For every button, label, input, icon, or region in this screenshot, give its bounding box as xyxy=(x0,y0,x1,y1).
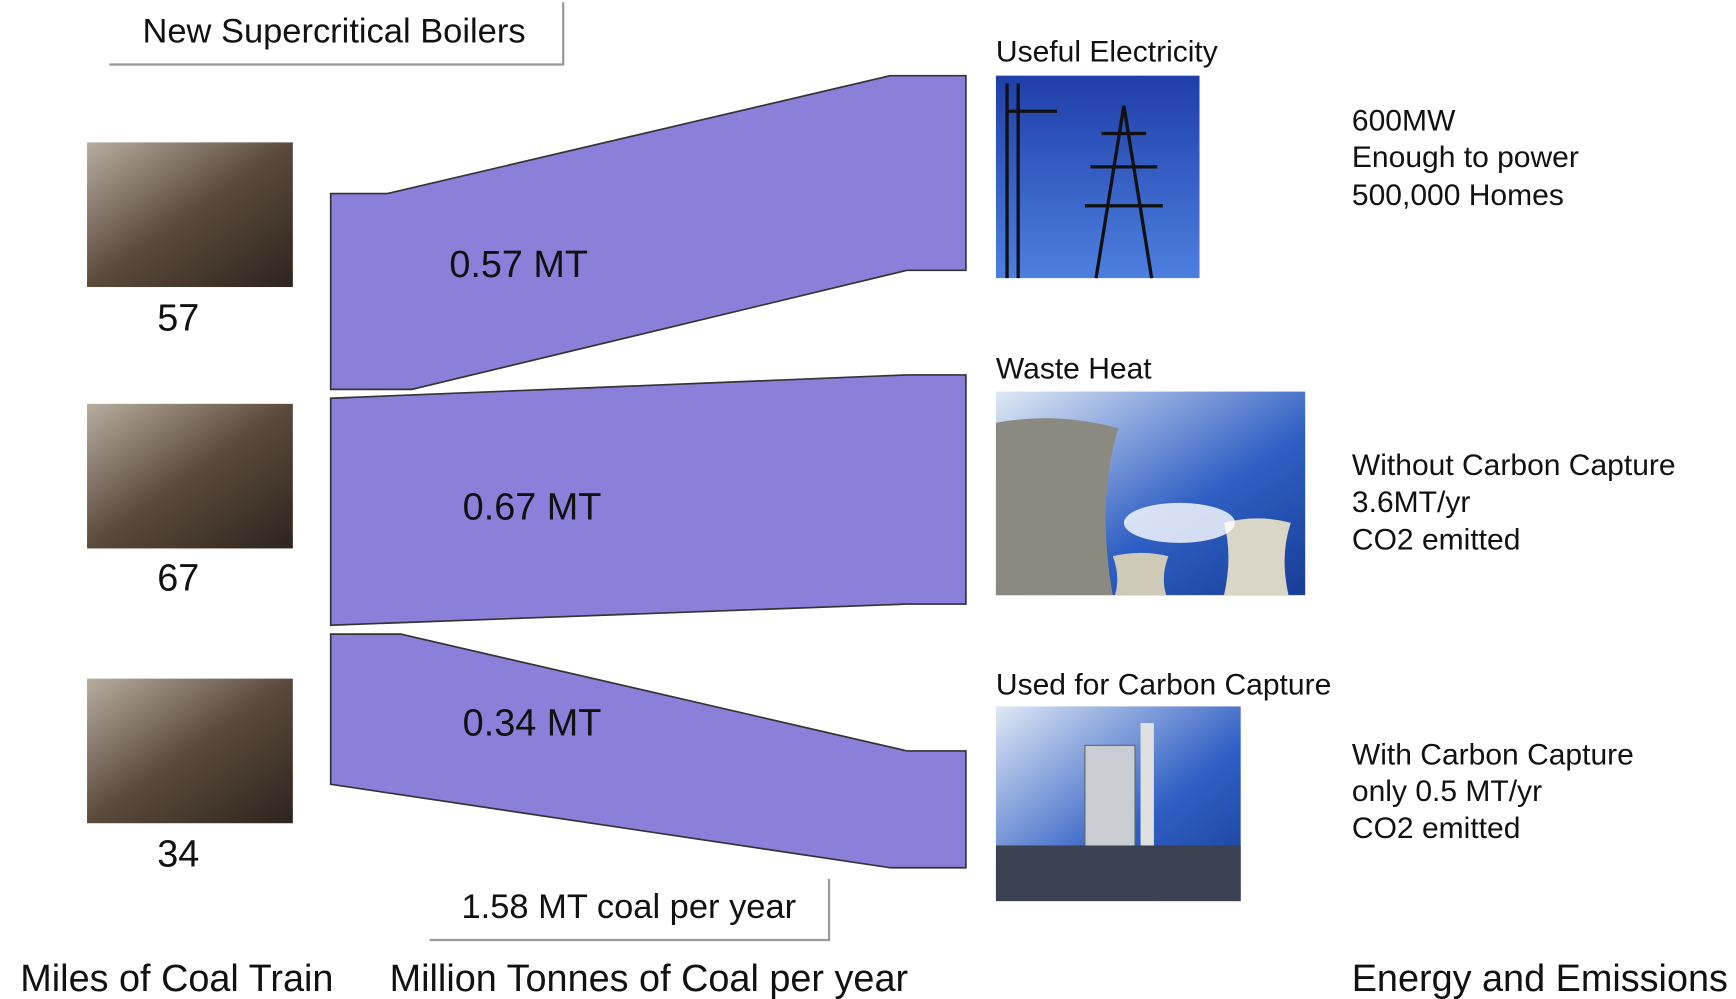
column-label: Miles of Coal Train xyxy=(20,958,333,999)
train-label: 34 xyxy=(157,834,199,876)
title-box xyxy=(109,2,565,66)
electricity-image xyxy=(995,75,1200,279)
flow xyxy=(329,374,967,627)
train-label: 57 xyxy=(157,297,199,339)
train-images xyxy=(87,142,293,824)
train-image xyxy=(87,142,293,288)
train-image xyxy=(87,403,293,549)
title: New Supercritical Boilers xyxy=(142,12,525,50)
carbon-capture-image xyxy=(995,706,1241,902)
total-box xyxy=(429,878,831,942)
output-heading: Used for Carbon Capture xyxy=(996,668,1331,701)
note: With Carbon Capture xyxy=(1352,738,1634,771)
note: Without Carbon Capture xyxy=(1352,449,1676,482)
waste-heat-image xyxy=(995,391,1306,596)
flow xyxy=(329,633,967,869)
note: CO2 emitted xyxy=(1352,812,1521,845)
flow xyxy=(329,74,967,391)
flow-label: 0.67 MT xyxy=(463,486,602,528)
train-label: 67 xyxy=(157,558,199,600)
output-heading: Waste Heat xyxy=(996,352,1152,385)
note: 500,000 Homes xyxy=(1352,179,1564,212)
flow-label: 0.34 MT xyxy=(463,702,602,744)
train-image xyxy=(87,678,293,824)
output-heading: Useful Electricity xyxy=(996,35,1218,68)
column-label: Million Tonnes of Coal per year xyxy=(390,958,908,999)
note: 600MW xyxy=(1352,104,1456,137)
note: only 0.5 MT/yr xyxy=(1352,775,1542,808)
column-label: Energy and Emissions xyxy=(1352,958,1728,999)
note: 3.6MT/yr xyxy=(1352,486,1470,519)
total: 1.58 MT coal per year xyxy=(461,888,796,926)
notes: 600MW Enough to power 500,000 Homes With… xyxy=(1352,104,1676,845)
flow-label: 0.57 MT xyxy=(449,244,588,286)
note: Enough to power xyxy=(1352,141,1579,174)
note: CO2 emitted xyxy=(1352,524,1521,557)
